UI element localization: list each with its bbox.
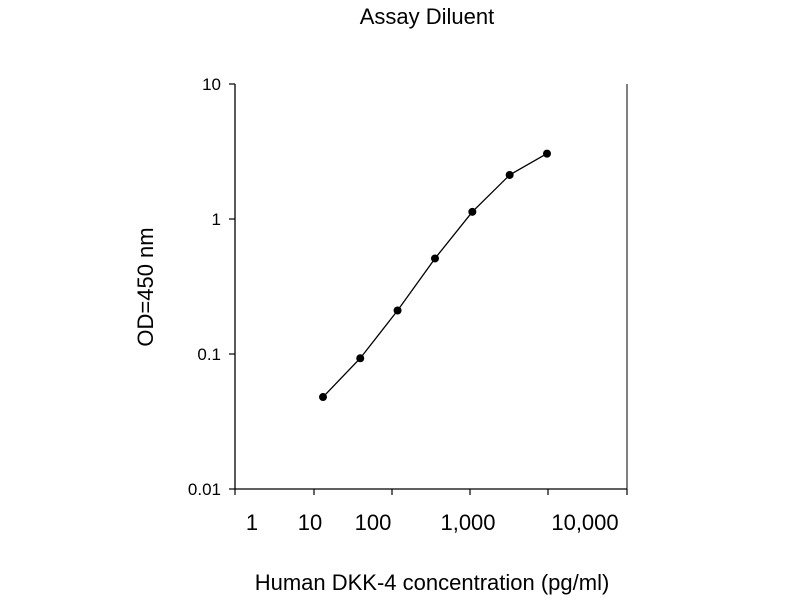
x-tick-label: 100 — [355, 510, 392, 535]
axis-ticks: 0.01 0.1 1 10 1 10 100 1,000 10,000 — [188, 75, 628, 535]
data-point — [430, 254, 439, 263]
y-axis-label: OD=450 nm — [133, 227, 158, 346]
data-point — [468, 207, 477, 216]
data-point — [505, 170, 514, 179]
data-series — [319, 149, 551, 402]
chart-title: Assay Diluent — [360, 4, 495, 29]
y-tick-label: 1 — [212, 210, 221, 229]
x-tick-label: 1,000 — [440, 510, 495, 535]
data-point — [319, 393, 327, 402]
x-axis-label: Human DKK-4 concentration (pg/ml) — [255, 570, 610, 595]
data-point — [393, 306, 402, 315]
plot-frame — [234, 84, 628, 490]
x-tick-label: 10,000 — [551, 510, 618, 535]
data-point — [356, 354, 365, 363]
y-tick-label: 0.01 — [188, 480, 221, 499]
x-tick-label: 1 — [246, 510, 258, 535]
y-tick-label: 10 — [202, 75, 221, 94]
y-tick-label: 0.1 — [197, 345, 221, 364]
x-tick-label: 10 — [298, 510, 322, 535]
data-point — [543, 149, 551, 158]
series-line — [322, 153, 548, 398]
